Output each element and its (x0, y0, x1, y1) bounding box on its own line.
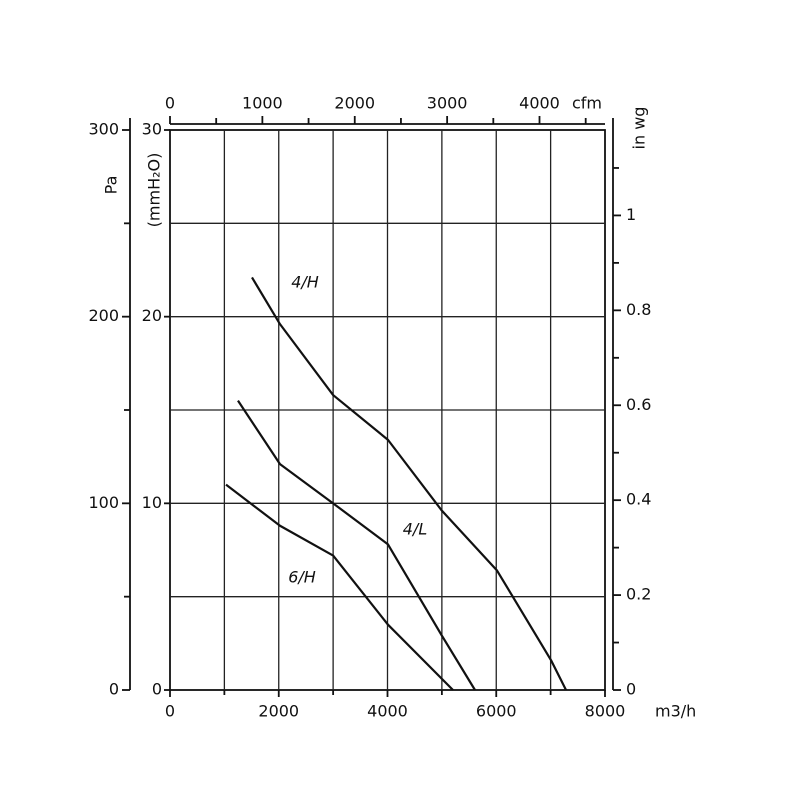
y-tick-label: 30 (142, 120, 162, 139)
cfm-tick-label: 2000 (334, 94, 375, 113)
curve-label: 6/H (288, 568, 316, 587)
x-tick-label: 0 (165, 702, 175, 721)
pa-axis-label: Pa (102, 176, 121, 195)
curve (251, 276, 567, 691)
inwg-tick-label: 1 (626, 205, 636, 224)
cfm-tick-label: 0 (165, 94, 175, 113)
curve-label: 4/H (291, 273, 319, 292)
y-tick-label: 0 (152, 680, 162, 699)
x-tick-label: 6000 (476, 702, 517, 721)
x-tick-label: 2000 (258, 702, 299, 721)
y-axis-label: (mmH₂O) (145, 153, 164, 228)
pa-tick-label: 300 (88, 120, 119, 139)
inwg-tick-label: 0 (626, 680, 636, 699)
pa-tick-label: 100 (88, 493, 119, 512)
pa-tick-label: 0 (109, 680, 119, 699)
cfm-tick-label: 3000 (427, 94, 468, 113)
x-tick-label: 4000 (367, 702, 408, 721)
curve (225, 483, 454, 691)
curve-label: 4/L (403, 520, 427, 539)
y-tick-label: 10 (142, 493, 162, 512)
inwg-tick-label: 0.2 (626, 585, 651, 604)
inwg-tick-label: 0.6 (626, 395, 651, 414)
inwg-tick-label: 0.4 (626, 490, 651, 509)
curve (237, 400, 476, 691)
inwg-tick-label: 0.8 (626, 300, 651, 319)
x-tick-label: 8000 (585, 702, 626, 721)
cfm-tick-label: 4000 (519, 94, 560, 113)
y-tick-label: 20 (142, 306, 162, 325)
x-axis-label: m3/h (655, 702, 696, 721)
pa-tick-label: 200 (88, 306, 119, 325)
inwg-axis-label: in wg (630, 107, 649, 150)
cfm-axis-label: cfm (572, 94, 602, 113)
cfm-tick-label: 1000 (242, 94, 283, 113)
